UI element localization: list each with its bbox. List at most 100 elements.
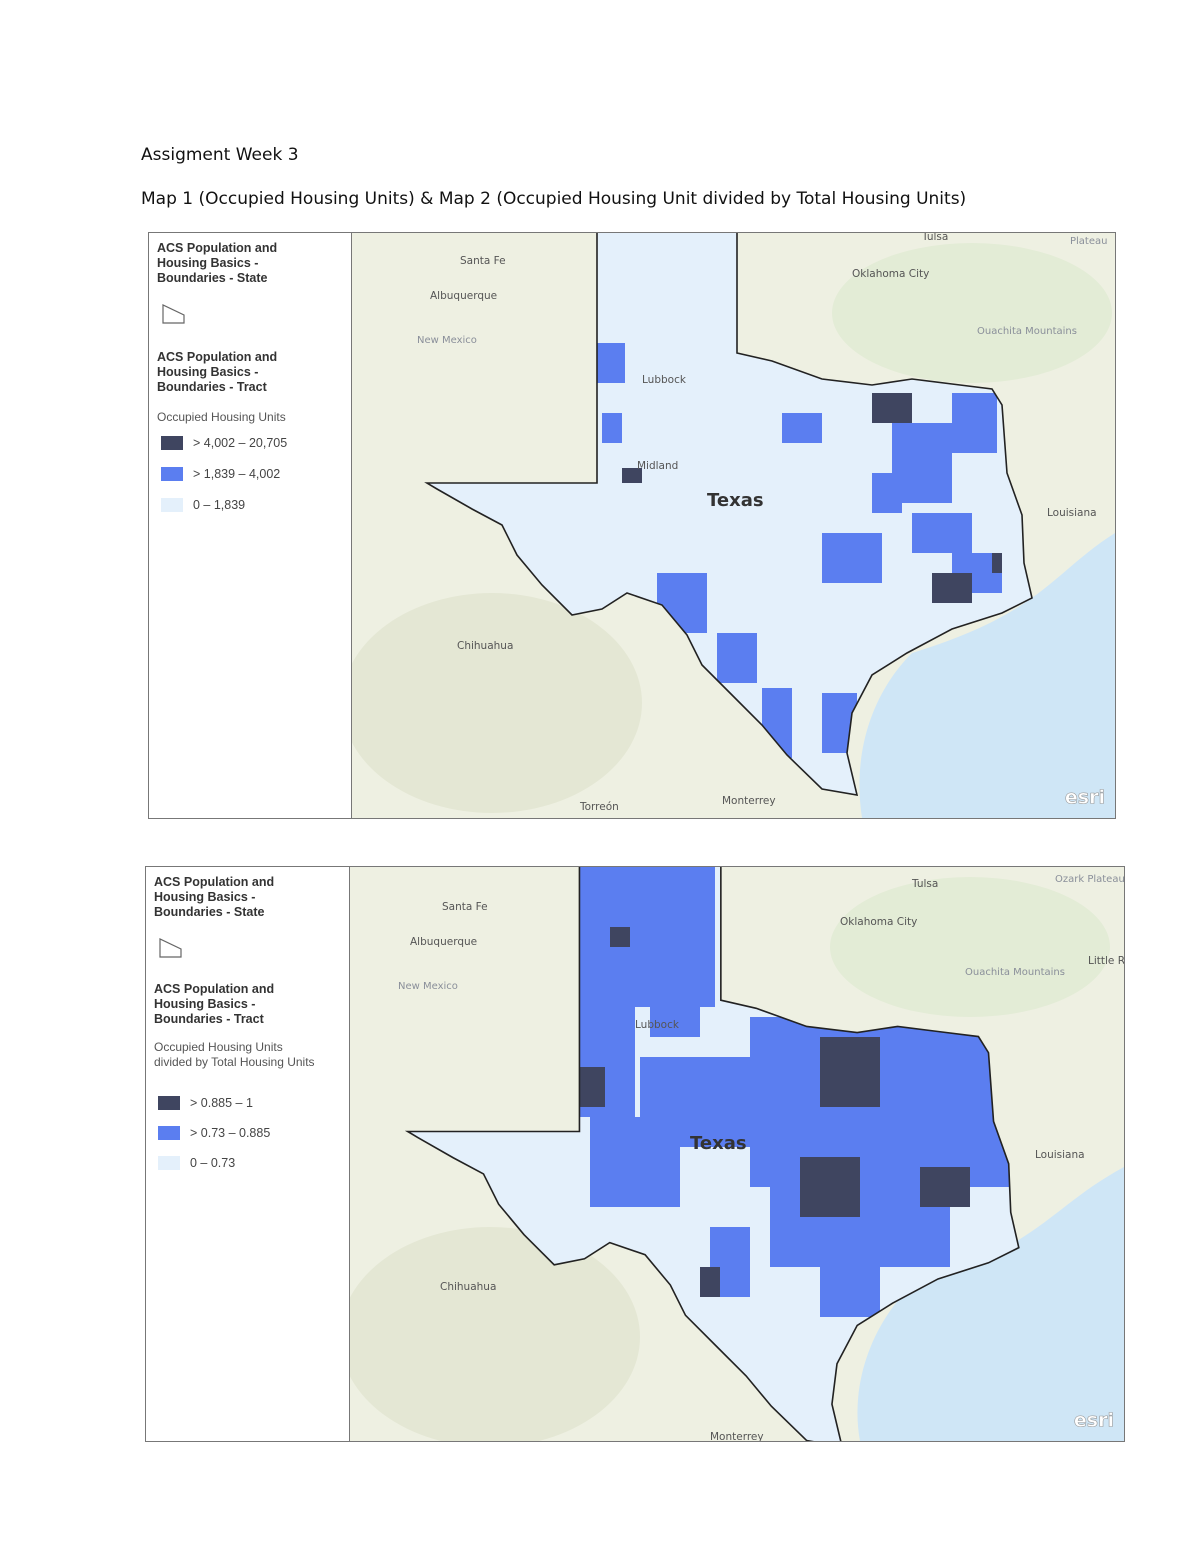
texas-fill (427, 233, 1032, 795)
texas-outline (424, 233, 1033, 796)
legend-label: 0 – 1,839 (193, 498, 246, 512)
texas (427, 233, 1032, 795)
tract-area (872, 473, 902, 513)
tract-area (700, 1267, 720, 1297)
legend-icon (162, 304, 185, 324)
tract-area (717, 633, 757, 683)
legend-field: Occupied Housing Units (157, 410, 286, 424)
map-label: Oklahoma City (840, 916, 917, 928)
map-label: Louisiana (1035, 1149, 1085, 1161)
map-label: Chihuahua (457, 640, 513, 652)
map-label: Albuquerque (430, 290, 497, 302)
map-panel: ACS Population and Housing Basics - Boun… (148, 232, 1116, 819)
tract-area (650, 987, 700, 1037)
map-label: Torreón (579, 801, 619, 813)
gulf-water (859, 533, 1115, 818)
legend-row: > 1,839 – 4,002 (161, 464, 280, 484)
tract-area (590, 1117, 680, 1207)
map-label: Ouachita Mountains (977, 326, 1077, 337)
legend-layer-title: ACS Population and Housing Basics - Boun… (157, 350, 278, 394)
legend-row: > 0.73 – 0.885 (158, 1123, 270, 1143)
tract-area (782, 413, 822, 443)
legend-swatch (161, 467, 183, 481)
tract-area (822, 533, 882, 583)
legend-swatch (161, 436, 183, 450)
tract-area (820, 1267, 880, 1317)
document-title: Assigment Week 3 (141, 145, 299, 165)
map-label: Midland (637, 460, 678, 472)
map-label: Santa Fe (442, 901, 488, 913)
state-label: Texas (707, 490, 764, 511)
state-label: Texas (690, 1133, 747, 1154)
legend-label: > 0.885 – 1 (190, 1096, 253, 1110)
tract-area (610, 927, 630, 947)
tract-area (820, 1037, 880, 1107)
map: Santa Fe Albuquerque New Mexico Tulsa Oklaho… (352, 233, 1115, 818)
map-label: Plateau (1070, 236, 1107, 247)
legend-row: > 4,002 – 20,705 (161, 433, 287, 453)
texas-outline (404, 867, 1020, 1441)
map-label: Ozark Plateau (1055, 874, 1124, 885)
map-panel: ACS Population and Housing Basics - Boun… (145, 866, 1125, 1442)
legend-layer-title: ACS Population and Housing Basics - Boun… (157, 241, 278, 285)
legend: ACS Population and Housing Basics - Boun… (146, 867, 350, 1441)
map-label: New Mexico (417, 335, 477, 346)
legend-field: Occupied Housing Units divided by Total … (154, 1040, 315, 1069)
terrain (350, 1227, 640, 1441)
esri-logo: esri (1065, 787, 1105, 809)
legend-label: > 1,839 – 4,002 (193, 467, 281, 481)
map-label: Chihuahua (440, 1281, 496, 1293)
map-label: Louisiana (1047, 507, 1097, 519)
tract-area (597, 343, 625, 383)
legend-row: 0 – 0.73 (158, 1153, 235, 1173)
legend-icon (159, 938, 182, 958)
esri-logo: esri (1074, 1410, 1114, 1432)
tract-area (872, 393, 912, 423)
terrain (830, 877, 1110, 1017)
tract-area (920, 1167, 970, 1207)
map-label: Santa Fe (460, 255, 506, 267)
legend-row: > 0.885 – 1 (158, 1093, 253, 1113)
tract-area (800, 1157, 860, 1217)
legend-swatch (158, 1096, 180, 1110)
map-label: Albuquerque (410, 936, 477, 948)
legend-label: 0 – 0.73 (190, 1156, 236, 1170)
tract-area (622, 468, 642, 483)
map-label: Tulsa (921, 233, 948, 243)
map-label: Oklahoma City (852, 268, 929, 280)
map-label: Tulsa (911, 878, 938, 890)
tract-area (575, 867, 715, 1007)
map-label: Lubbock (635, 1019, 680, 1031)
basemap: Santa Fe Albuquerque New Mexico Tulsa Oklaho… (350, 867, 1124, 1441)
state-symbol (162, 304, 185, 324)
basemap: Santa Fe Albuquerque New Mexico Tulsa Oklaho… (352, 233, 1115, 818)
map-label: Monterrey (722, 795, 776, 807)
tract-area (952, 393, 997, 453)
legend-row: 0 – 1,839 (161, 495, 245, 515)
legend-swatch (158, 1126, 180, 1140)
map: Santa Fe Albuquerque New Mexico Tulsa Oklaho… (350, 867, 1124, 1441)
tract-area (602, 413, 622, 443)
map-label: New Mexico (398, 981, 458, 992)
legend-layer-title: ACS Population and Housing Basics - Boun… (154, 875, 275, 919)
legend: ACS Population and Housing Basics - Boun… (149, 233, 352, 818)
legend-swatch (161, 498, 183, 512)
legend-label: > 0.73 – 0.885 (190, 1126, 271, 1140)
legend-layer-title: ACS Population and Housing Basics - Boun… (154, 982, 275, 1026)
document-subtitle: Map 1 (Occupied Housing Units) & Map 2 (… (141, 189, 967, 209)
tract-area (932, 573, 972, 603)
legend-label: > 4,002 – 20,705 (193, 436, 288, 450)
tract-area (912, 513, 972, 553)
state-symbol (159, 938, 182, 958)
map-label: Ouachita Mountains (965, 967, 1065, 978)
terrain (352, 593, 642, 813)
legend-swatch (158, 1156, 180, 1170)
map-label: Little R (1088, 955, 1124, 967)
tract-area (992, 553, 1002, 573)
tracts (575, 867, 1010, 1317)
terrain (832, 243, 1112, 383)
map-label: Monterrey (710, 1431, 764, 1441)
map-label: Lubbock (642, 374, 687, 386)
gulf-water (857, 1167, 1124, 1441)
